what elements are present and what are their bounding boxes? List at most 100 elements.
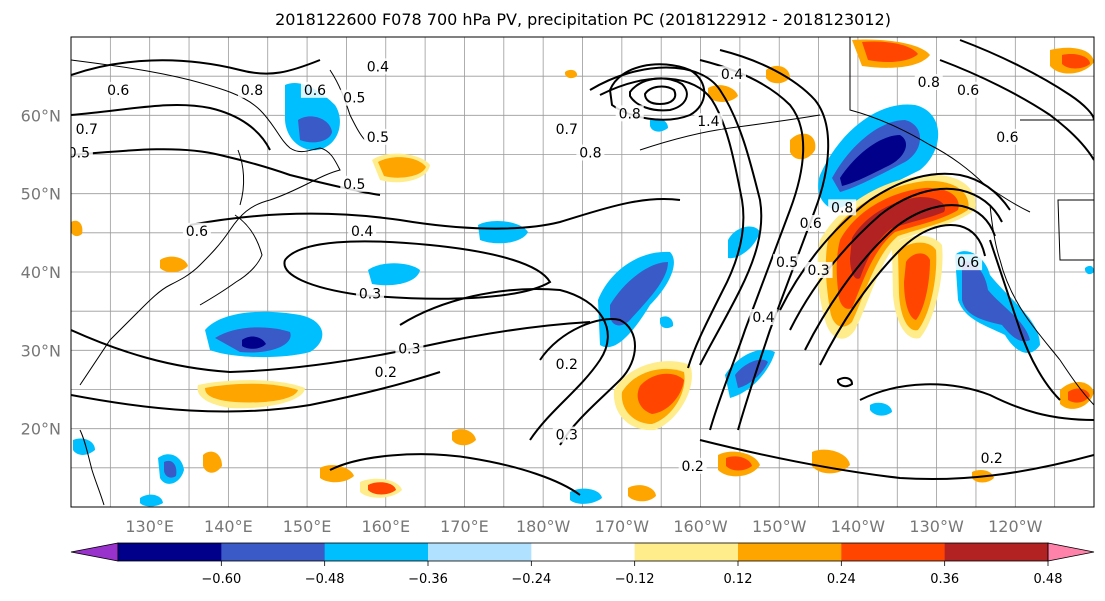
kamchatka bbox=[329, 69, 366, 141]
lat-tick-label: 20°N bbox=[21, 420, 61, 439]
neg-anomaly-sml-3 bbox=[140, 494, 163, 507]
neg-anomaly-band-central-core bbox=[610, 262, 668, 326]
contour-label: 0.6 bbox=[957, 255, 979, 271]
lon-tick-label: 180°W bbox=[516, 517, 571, 536]
alaska-coast bbox=[849, 37, 1031, 213]
neg-anomaly-sml-4 bbox=[870, 402, 892, 416]
pv-contour-0.3 bbox=[283, 240, 552, 300]
contour-label: 0.5 bbox=[343, 177, 365, 193]
contour-label: 0.5 bbox=[68, 146, 90, 162]
pv-contour-0.4 bbox=[189, 198, 681, 230]
asia-coast bbox=[71, 59, 341, 386]
contour-label: 0.4 bbox=[367, 59, 389, 75]
contour-label-bg bbox=[576, 144, 605, 161]
pos-anomaly-ne-corner-core bbox=[1062, 54, 1090, 69]
pv-contour-0.2-east bbox=[699, 439, 1094, 481]
lon-tick-label: 150°W bbox=[752, 517, 807, 536]
contour-label-bg bbox=[348, 222, 377, 239]
coastlines bbox=[71, 37, 1094, 506]
contour-label: 0.6 bbox=[304, 83, 326, 99]
contour-label-bg bbox=[363, 128, 392, 145]
contour-label: 0.5 bbox=[367, 130, 389, 146]
pv-contour-0.3-east bbox=[859, 383, 1094, 421]
pv-contour-trough-4 bbox=[819, 224, 986, 366]
pos-anomaly-bering bbox=[766, 65, 790, 84]
contour-label-bg bbox=[182, 222, 211, 239]
islands-phil bbox=[79, 429, 105, 506]
colorbar-segment bbox=[841, 543, 946, 561]
neg-anomaly-jet-core bbox=[735, 359, 768, 388]
contour-label: 0.3 bbox=[556, 428, 578, 444]
pv-contour-high-pv-3 bbox=[643, 85, 677, 106]
contour-label-bg bbox=[828, 199, 857, 216]
pos-anomaly-ec-2 bbox=[203, 451, 222, 473]
pos-anomaly-s-7 bbox=[628, 485, 656, 502]
contour-label: 0.6 bbox=[107, 83, 129, 99]
contour-label-bg bbox=[796, 215, 825, 231]
contour-label-bg bbox=[371, 363, 400, 380]
neg-anomaly-japan-core bbox=[242, 336, 266, 349]
pv-contour-0.6-south bbox=[71, 321, 591, 374]
pos-anomaly-s-1 bbox=[320, 465, 354, 483]
lat-tick-label: 30°N bbox=[21, 341, 61, 360]
contour-label-bg bbox=[300, 81, 329, 98]
contour-label-bg bbox=[552, 426, 581, 443]
neg-anomaly-ne-small bbox=[650, 118, 668, 132]
lon-tick-label: 170°W bbox=[595, 517, 650, 536]
contour-label: 0.4 bbox=[351, 224, 373, 240]
pos-anomaly-alaska-core bbox=[862, 41, 918, 62]
pos-anomaly-s-3 bbox=[452, 429, 476, 446]
pos-anomaly-s-4-core bbox=[726, 456, 752, 471]
pv-contour-ne-1 bbox=[939, 59, 1094, 161]
contour-label-bg bbox=[340, 89, 369, 106]
colorbar-segment bbox=[634, 543, 739, 561]
colorbar-frame bbox=[117, 542, 1049, 562]
contour-label: 0.3 bbox=[807, 263, 829, 279]
neg-anomaly-westcoast-core bbox=[962, 261, 1030, 342]
colorbar: −0.60 −0.48 −0.36 −0.24 −0.12 0.12 0.24 0.36 0.4… bbox=[70, 542, 1095, 587]
contour-label-bg bbox=[104, 81, 133, 98]
contour-label-bg bbox=[993, 128, 1022, 145]
pv-contour-jet-2 bbox=[599, 77, 745, 369]
pv-contour-0.7 bbox=[71, 104, 271, 151]
pos-anomaly-jet-main-dark bbox=[850, 197, 945, 279]
colorbar-tick-label: 0.24 bbox=[827, 572, 856, 587]
contour-label: 0.2 bbox=[375, 365, 397, 381]
pv-contour-0.5 bbox=[71, 148, 381, 196]
contour-label: 0.8 bbox=[918, 75, 940, 91]
contour-label: 0.7 bbox=[76, 122, 98, 138]
pos-anomaly-s-6-core bbox=[1068, 388, 1090, 403]
lon-tick-label: 160°W bbox=[673, 517, 728, 536]
neg-anomaly-midpac bbox=[368, 263, 420, 286]
contour-label: 0.4 bbox=[752, 310, 774, 326]
colorbar-segment bbox=[221, 543, 326, 561]
contour-label-bg bbox=[552, 121, 581, 137]
colorbar-tick-label: 0.48 bbox=[1034, 572, 1063, 587]
colorbar-tick-label: −0.48 bbox=[305, 572, 345, 587]
contour-label: 0.8 bbox=[831, 200, 853, 216]
na-west-coast bbox=[989, 204, 1094, 406]
neg-anomaly-sml-5 bbox=[660, 316, 674, 329]
colorbar-extend-high bbox=[1047, 542, 1095, 562]
contour-label-bg bbox=[340, 175, 369, 192]
contour-label: 0.6 bbox=[957, 83, 979, 99]
contour-label-bg bbox=[678, 457, 707, 474]
neg-anomaly-jet-north bbox=[728, 226, 760, 259]
contour-label: 0.4 bbox=[721, 67, 743, 83]
pos-anomaly-s-9 bbox=[71, 220, 83, 237]
lon-tick-labels: 130°E 140°E 150°E 160°E 170°E 180°W 170°W 160°W… bbox=[125, 517, 1042, 536]
pv-contour-east-2 bbox=[719, 49, 830, 431]
lon-tick-label: 130°W bbox=[909, 517, 964, 536]
lon-tick-label: 130°E bbox=[125, 517, 174, 536]
contour-label: 0.6 bbox=[186, 224, 208, 240]
contour-label-bg bbox=[356, 285, 385, 302]
japan bbox=[199, 214, 263, 306]
contour-label-bg bbox=[749, 309, 778, 325]
map-title: 2018122600 F078 700 hPa PV, precipitatio… bbox=[275, 10, 891, 29]
contour-label-bg bbox=[395, 340, 424, 357]
map-panel: 0.6 0.8 0.6 0.50.40.70.50.50.50.6 0.40.30.70… bbox=[68, 36, 1095, 508]
colorbar-tick-label: 0.36 bbox=[930, 572, 959, 587]
contour-label: 0.6 bbox=[996, 130, 1018, 146]
lat-tick-labels: 60°N 50°N 40°N 30°N 20°N bbox=[21, 106, 61, 438]
